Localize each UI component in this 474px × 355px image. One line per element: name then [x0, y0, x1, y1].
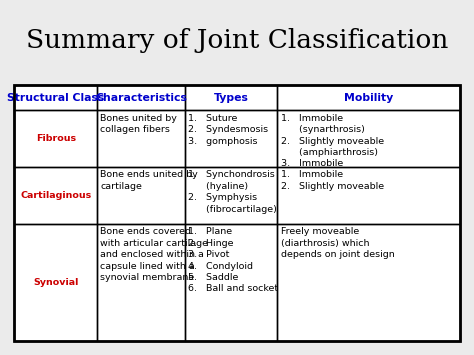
Text: Types: Types: [214, 93, 248, 103]
Text: Bone ends united by
cartilage: Bone ends united by cartilage: [100, 170, 198, 191]
Bar: [185, 110, 277, 167]
Bar: [14, 224, 97, 341]
Text: Cartilaginous: Cartilaginous: [20, 191, 91, 200]
Text: Bones united by
collagen fibers: Bones united by collagen fibers: [100, 114, 177, 134]
Bar: [14, 110, 97, 167]
Bar: [185, 167, 277, 224]
Text: Mobility: Mobility: [344, 93, 393, 103]
Bar: [97, 224, 185, 341]
Text: Summary of Joint Classification: Summary of Joint Classification: [26, 28, 448, 53]
Text: 1.   Suture
2.   Syndesmosis
3.   gomphosis: 1. Suture 2. Syndesmosis 3. gomphosis: [188, 114, 268, 146]
Bar: [185, 224, 277, 341]
Text: Bone ends covered
with articular cartilage
and enclosed within a
capsule lined w: Bone ends covered with articular cartila…: [100, 227, 209, 282]
Bar: [277, 110, 460, 167]
Bar: [14, 85, 460, 341]
Text: 1.   Plane
2.   Hinge
3.   Pivot
4.   Condyloid
5.   Saddle
6.   Ball and socket: 1. Plane 2. Hinge 3. Pivot 4. Condyloid …: [188, 227, 278, 294]
Bar: [14, 167, 97, 224]
Text: Characteristics: Characteristics: [95, 93, 187, 103]
Bar: [277, 85, 460, 110]
Text: 1.   Synchondrosis
      (hyaline)
2.   Symphysis
      (fibrocartilage): 1. Synchondrosis (hyaline) 2. Symphysis …: [188, 170, 277, 214]
Text: 1.   Immobile
2.   Slightly moveable: 1. Immobile 2. Slightly moveable: [281, 170, 384, 191]
Bar: [14, 85, 460, 341]
Bar: [97, 167, 185, 224]
Bar: [277, 224, 460, 341]
Text: Freely moveable
(diarthrosis) which
depends on joint design: Freely moveable (diarthrosis) which depe…: [281, 227, 394, 259]
Bar: [97, 110, 185, 167]
Text: Structural Class: Structural Class: [7, 93, 104, 103]
Text: Fibrous: Fibrous: [36, 134, 76, 143]
Text: 1.   Immobile
      (synarthrosis)
2.   Slightly moveable
      (amphiarthrosis): 1. Immobile (synarthrosis) 2. Slightly m…: [281, 114, 384, 168]
Text: Synovial: Synovial: [33, 278, 78, 287]
Bar: [97, 85, 185, 110]
Bar: [14, 85, 97, 110]
Bar: [277, 167, 460, 224]
Bar: [185, 85, 277, 110]
